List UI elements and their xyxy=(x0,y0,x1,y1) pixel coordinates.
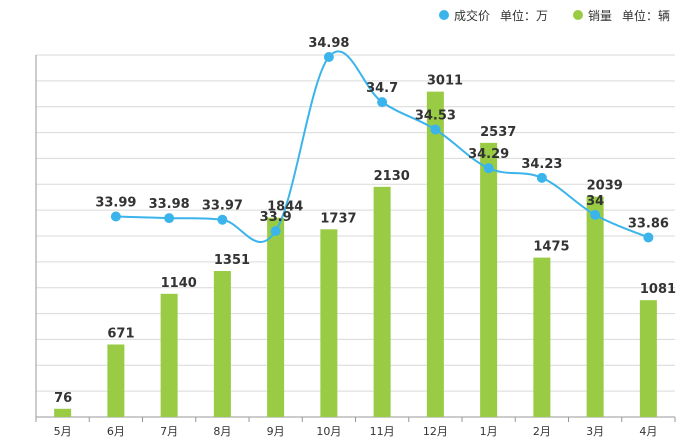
bars xyxy=(54,91,657,418)
price-value-label: 34.98 xyxy=(308,36,349,51)
price-point xyxy=(164,213,175,224)
price-line xyxy=(110,50,654,243)
x-tick-label: 5月 xyxy=(54,425,72,438)
x-tick-label: 6月 xyxy=(107,425,125,438)
price-point xyxy=(323,52,334,62)
legend-marker-price xyxy=(439,10,449,20)
legend-unit-price: 单位：万 xyxy=(500,8,548,23)
sales-bar xyxy=(480,142,498,417)
sales-value-label: 1081 xyxy=(640,282,676,297)
x-tick-label: 1月 xyxy=(480,425,498,438)
price-value-label: 33.99 xyxy=(95,196,136,211)
sales-value-label: 76 xyxy=(54,391,72,406)
sales-bar xyxy=(586,196,604,417)
sales-value-label: 1844 xyxy=(267,200,303,215)
sales-value-label: 2130 xyxy=(374,169,410,184)
sales-value-label: 3011 xyxy=(427,74,463,89)
sales-bar xyxy=(160,293,178,417)
sales-bar xyxy=(426,91,444,418)
sales-value-label: 1475 xyxy=(533,240,569,255)
sales-value-label: 1140 xyxy=(161,276,197,291)
x-tick-label: 2月 xyxy=(533,425,551,438)
price-value-label: 33.9 xyxy=(260,210,292,225)
price-point xyxy=(110,211,121,222)
sales-bar xyxy=(533,257,551,417)
x-tick-label: 7月 xyxy=(160,425,178,438)
price-value-label: 33.98 xyxy=(149,197,190,212)
price-value-label: 34 xyxy=(586,194,604,209)
x-tick-label: 8月 xyxy=(213,425,231,438)
sales-bar xyxy=(213,271,231,417)
price-point xyxy=(643,232,654,243)
sales-bar xyxy=(54,408,72,417)
price-point xyxy=(377,97,388,108)
sales-value-label: 2039 xyxy=(587,179,623,194)
x-tick-label: 11月 xyxy=(370,425,395,438)
price-value-label: 34.53 xyxy=(415,109,456,124)
legend-marker-sales xyxy=(573,10,583,20)
price-value-label: 34.29 xyxy=(468,147,509,162)
price-point xyxy=(430,124,441,135)
price-value-label: 33.97 xyxy=(202,199,243,214)
legend-unit-sales: 单位：辆 xyxy=(622,8,670,23)
sales-value-label: 1351 xyxy=(214,253,250,268)
x-tick-label: 4月 xyxy=(639,425,657,438)
x-tick-label: 3月 xyxy=(586,425,604,438)
sales-bar xyxy=(639,300,657,417)
x-tick-label: 10月 xyxy=(316,425,341,438)
sales-value-label: 671 xyxy=(107,326,134,341)
legend-label-price: 成交价 xyxy=(454,8,490,23)
sales-bar xyxy=(320,229,338,417)
sales-bar xyxy=(267,217,285,417)
price-point xyxy=(590,209,601,220)
sales-bar xyxy=(107,344,125,417)
sales-value-label: 2537 xyxy=(480,125,516,140)
price-value-label: 34.7 xyxy=(366,81,398,96)
x-tick-label: 9月 xyxy=(267,425,285,438)
price-value-label: 34.23 xyxy=(521,157,562,172)
legend: 成交价 单位：万 销量 单位：辆 xyxy=(439,8,670,23)
grid xyxy=(35,54,675,418)
data-labels: 76 671 1140 1351 1844 1737 2130 3011 2537 1475 203… xyxy=(54,36,676,406)
x-tick-label: 12月 xyxy=(423,425,448,438)
sales-bar xyxy=(373,186,391,417)
price-value-label: 33.86 xyxy=(628,216,669,231)
price-point xyxy=(270,226,281,236)
legend-label-sales: 销量 xyxy=(588,9,612,23)
price-point xyxy=(483,163,494,174)
x-axis: 5月 6月 7月 8月 9月 10月 11月 12月 1月 2月 3月 4月 xyxy=(35,417,676,438)
sales-value-label: 1737 xyxy=(320,211,356,226)
price-point xyxy=(217,214,228,225)
price-point xyxy=(536,172,547,183)
